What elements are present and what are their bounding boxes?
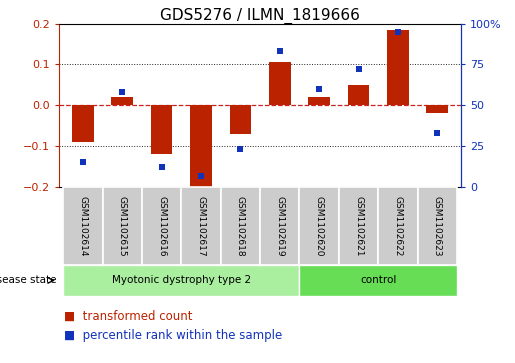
Bar: [221, 187, 260, 265]
Point: [315, 86, 323, 92]
Point: [394, 29, 402, 34]
Point: [433, 130, 441, 136]
Text: disease state: disease state: [0, 276, 57, 285]
Text: GSM1102623: GSM1102623: [433, 196, 442, 256]
Bar: [387, 30, 409, 105]
Bar: [348, 85, 369, 105]
Bar: [299, 265, 457, 296]
Bar: [151, 105, 173, 154]
Text: GSM1102615: GSM1102615: [118, 196, 127, 256]
Text: GSM1102619: GSM1102619: [275, 196, 284, 256]
Bar: [418, 187, 457, 265]
Point: [79, 160, 87, 166]
Point: [158, 164, 166, 170]
Bar: [269, 62, 290, 105]
Bar: [190, 105, 212, 187]
Bar: [111, 97, 133, 105]
Text: ■  percentile rank within the sample: ■ percentile rank within the sample: [64, 329, 283, 342]
Text: ■  transformed count: ■ transformed count: [64, 309, 193, 322]
Bar: [181, 187, 221, 265]
Bar: [63, 187, 102, 265]
Text: GSM1102621: GSM1102621: [354, 196, 363, 256]
Bar: [308, 97, 330, 105]
Bar: [426, 105, 448, 113]
Text: control: control: [360, 276, 397, 285]
Point: [197, 172, 205, 178]
Point: [236, 146, 245, 152]
Point: [118, 89, 126, 95]
Text: GSM1102620: GSM1102620: [315, 196, 323, 256]
Bar: [63, 265, 299, 296]
Bar: [339, 187, 378, 265]
Bar: [72, 105, 94, 142]
Point: [276, 49, 284, 54]
Bar: [102, 187, 142, 265]
Bar: [260, 187, 299, 265]
Text: GSM1102617: GSM1102617: [197, 196, 205, 256]
Bar: [230, 105, 251, 134]
Point: [354, 66, 363, 72]
Bar: [142, 187, 181, 265]
Text: GSM1102614: GSM1102614: [78, 196, 88, 256]
Text: Myotonic dystrophy type 2: Myotonic dystrophy type 2: [112, 276, 251, 285]
Text: GSM1102618: GSM1102618: [236, 196, 245, 256]
Text: GSM1102622: GSM1102622: [393, 196, 402, 256]
Text: GSM1102616: GSM1102616: [157, 196, 166, 256]
Title: GDS5276 / ILMN_1819666: GDS5276 / ILMN_1819666: [160, 7, 360, 24]
Bar: [378, 187, 418, 265]
Bar: [299, 187, 339, 265]
